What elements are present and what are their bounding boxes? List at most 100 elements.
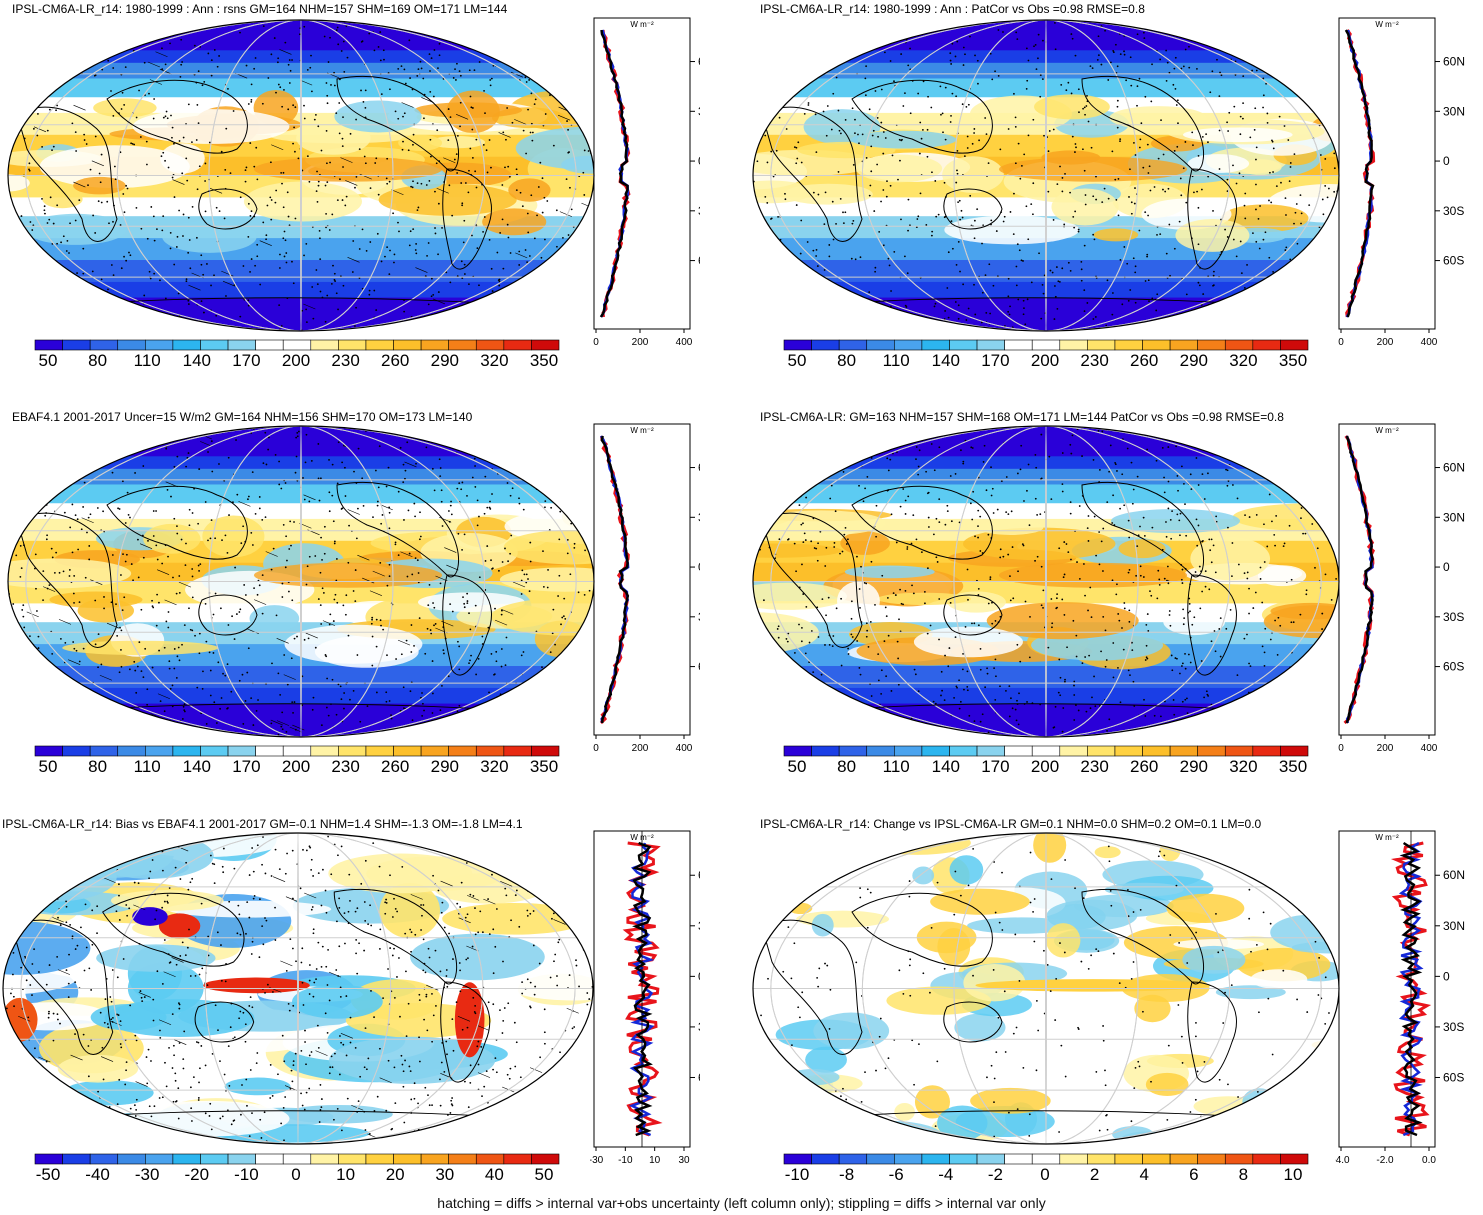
stipple-dot <box>1077 228 1080 231</box>
stipple-dot <box>1105 324 1108 327</box>
stipple-dot <box>458 962 461 964</box>
stipple-dot <box>1087 120 1090 123</box>
stipple-dot <box>900 218 902 221</box>
stipple-dot <box>947 665 950 668</box>
stipple-dot <box>865 582 868 585</box>
stipple-dot <box>443 1070 446 1073</box>
stipple-dot <box>264 872 267 875</box>
stipple-dot <box>581 724 583 727</box>
stipple-dot <box>1314 20 1317 23</box>
stipple-dot <box>129 516 131 519</box>
stipple-dot <box>1064 680 1066 683</box>
stipple-dot <box>33 670 35 672</box>
stipple-dot <box>808 641 811 644</box>
stipple-dot <box>248 1005 251 1007</box>
stipple-dot <box>330 283 333 285</box>
stipple-dot <box>890 690 893 692</box>
stipple-dot <box>325 129 328 132</box>
stipple-dot <box>1073 680 1076 683</box>
stipple-dot <box>993 667 996 670</box>
stipple-dot <box>310 858 313 861</box>
stipple-dot <box>829 497 832 500</box>
stipple-dot <box>770 268 772 270</box>
stipple-dot <box>50 547 53 550</box>
stipple-dot <box>245 166 248 169</box>
stipple-dot <box>875 504 878 507</box>
stipple-dot <box>91 943 94 946</box>
stipple-dot <box>909 112 912 115</box>
stipple-dot <box>1251 69 1254 72</box>
stipple-dot <box>46 255 48 257</box>
stipple-dot <box>1266 121 1269 124</box>
stipple-dot <box>1028 524 1031 527</box>
stipple-dot <box>448 510 450 512</box>
map-blob <box>753 180 813 204</box>
stipple-dot <box>246 671 249 674</box>
stipple-dot <box>971 622 973 625</box>
stipple-dot <box>100 153 103 156</box>
stipple-dot <box>60 22 63 24</box>
stipple-dot <box>238 611 241 613</box>
stipple-dot <box>306 565 309 568</box>
stipple-dot <box>218 210 221 212</box>
stipple-dot <box>823 471 826 474</box>
stipple-dot <box>210 1128 213 1131</box>
stipple-dot <box>1069 443 1072 446</box>
stipple-dot <box>951 42 954 45</box>
stipple-dot <box>319 1108 322 1111</box>
stipple-dot <box>1227 480 1230 482</box>
stipple-dot <box>201 688 204 690</box>
stipple-dot <box>1034 559 1036 562</box>
stipple-dot <box>311 906 314 908</box>
stipple-dot <box>474 907 476 909</box>
stipple-dot <box>816 559 819 562</box>
stipple-dot <box>316 200 319 203</box>
stipple-dot <box>255 146 258 149</box>
stipple-dot <box>990 466 992 469</box>
stipple-dot <box>474 465 476 467</box>
stipple-dot <box>140 608 143 611</box>
stipple-dot <box>445 271 448 274</box>
stipple-dot <box>279 253 281 256</box>
stipple-dot <box>455 316 458 319</box>
stipple-dot <box>1072 215 1075 218</box>
stipple-dot <box>471 711 474 714</box>
stipple-dot <box>1216 58 1218 61</box>
stipple-dot <box>204 180 206 182</box>
stipple-dot <box>424 971 427 974</box>
stipple-dot <box>797 141 800 144</box>
stipple-dot <box>955 685 958 688</box>
stipple-dot <box>345 25 348 27</box>
stipple-dot <box>221 865 224 868</box>
stipple-dot <box>99 1011 102 1014</box>
stipple-dot <box>784 434 787 437</box>
stipple-dot <box>1048 130 1051 132</box>
stipple-dot <box>918 152 921 155</box>
stipple-dot <box>148 92 150 95</box>
stipple-dot <box>568 507 570 510</box>
map-blob <box>942 156 1004 194</box>
stipple-dot <box>156 558 159 561</box>
stipple-dot <box>773 429 776 431</box>
stipple-dot <box>281 182 283 185</box>
stipple-dot <box>32 224 35 227</box>
stipple-dot <box>756 106 759 109</box>
stipple-dot <box>432 95 435 98</box>
stipple-dot <box>148 1124 151 1127</box>
stipple-dot <box>543 721 546 724</box>
stipple-dot <box>1149 590 1151 592</box>
stipple-dot <box>171 318 174 321</box>
stipple-dot <box>324 654 327 656</box>
stipple-dot <box>423 117 425 120</box>
stipple-dot <box>62 1085 65 1088</box>
stipple-dot <box>950 63 953 65</box>
stipple-dot <box>430 295 433 298</box>
stipple-dot <box>984 274 987 277</box>
stipple-dot <box>161 562 164 565</box>
stipple-dot <box>53 571 56 574</box>
stipple-dot <box>1255 514 1258 516</box>
stipple-dot <box>989 576 992 579</box>
stipple-dot <box>414 249 417 251</box>
stipple-dot <box>554 953 557 956</box>
hatch-line <box>259 240 272 246</box>
